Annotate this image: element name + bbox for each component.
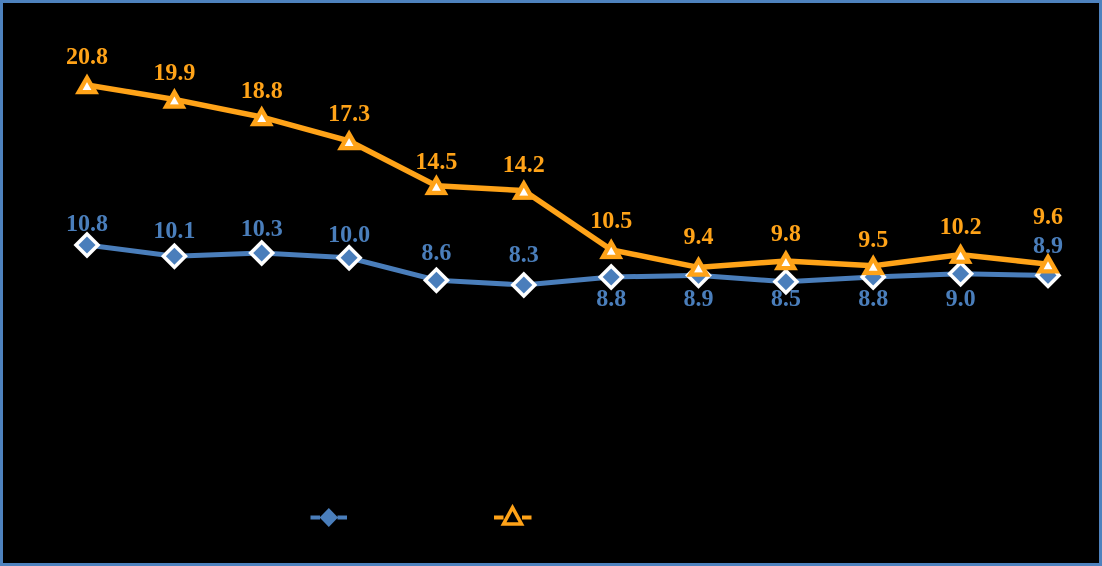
svg-text:10.1: 10.1 (153, 218, 195, 244)
svg-text:14.5: 14.5 (415, 149, 457, 175)
svg-text:8.3: 8.3 (509, 242, 539, 268)
svg-text:9.5: 9.5 (858, 227, 888, 253)
svg-text:9.0: 9.0 (946, 286, 976, 312)
svg-text:10.2: 10.2 (940, 214, 982, 240)
svg-text:10.5: 10.5 (590, 208, 632, 234)
svg-text:10.3: 10.3 (241, 216, 283, 242)
svg-text:9.6: 9.6 (1033, 204, 1063, 230)
svg-text:8.8: 8.8 (596, 286, 626, 312)
svg-text:10.8: 10.8 (66, 211, 108, 237)
svg-text:10.0: 10.0 (328, 222, 370, 248)
svg-text:8.8: 8.8 (858, 286, 888, 312)
svg-text:19.9: 19.9 (153, 60, 195, 86)
svg-text:18.8: 18.8 (241, 78, 283, 104)
svg-text:20.8: 20.8 (66, 44, 108, 70)
svg-text:9.8: 9.8 (771, 221, 801, 247)
svg-text:14.2: 14.2 (503, 152, 545, 178)
svg-text:8.5: 8.5 (771, 286, 801, 312)
svg-text:8.6: 8.6 (421, 240, 451, 266)
svg-text:17.3: 17.3 (328, 101, 370, 127)
svg-text:9.4: 9.4 (684, 224, 714, 250)
svg-text:8.9: 8.9 (1033, 233, 1063, 259)
svg-text:8.9: 8.9 (684, 286, 714, 312)
